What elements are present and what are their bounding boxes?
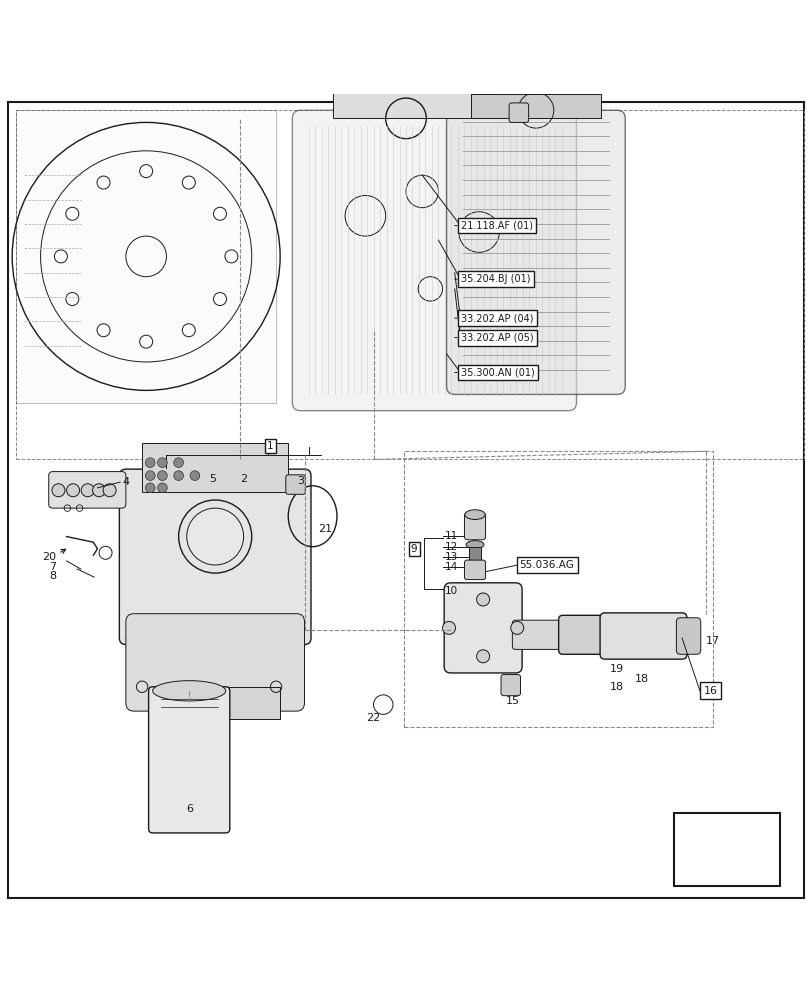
Text: 6: 6 (187, 804, 193, 814)
Text: 14: 14 (444, 562, 457, 572)
FancyBboxPatch shape (150, 687, 280, 719)
Text: 9: 9 (410, 544, 417, 554)
Text: 1: 1 (267, 441, 273, 451)
Text: 2: 2 (240, 474, 247, 484)
FancyBboxPatch shape (676, 618, 700, 654)
Text: 12: 12 (444, 542, 457, 552)
Text: 35.300.AN (01): 35.300.AN (01) (461, 368, 534, 378)
FancyBboxPatch shape (508, 103, 528, 122)
Text: 8: 8 (49, 571, 56, 581)
Text: 20: 20 (41, 552, 56, 562)
Ellipse shape (464, 510, 484, 519)
Circle shape (174, 471, 183, 481)
FancyBboxPatch shape (599, 613, 686, 659)
Circle shape (67, 484, 79, 497)
Text: 33.202.AP (04): 33.202.AP (04) (461, 313, 533, 323)
FancyBboxPatch shape (500, 675, 520, 696)
Text: 11: 11 (444, 531, 457, 541)
FancyBboxPatch shape (285, 475, 305, 494)
Text: 21.118.AF (01): 21.118.AF (01) (461, 221, 533, 231)
Text: 10: 10 (444, 586, 457, 596)
Circle shape (145, 458, 155, 468)
Ellipse shape (152, 681, 225, 701)
Ellipse shape (466, 541, 483, 549)
FancyBboxPatch shape (49, 472, 126, 508)
Text: 19: 19 (609, 664, 624, 674)
Text: 18: 18 (609, 682, 624, 692)
Circle shape (190, 471, 200, 481)
Text: 13: 13 (444, 552, 457, 562)
Circle shape (157, 458, 167, 468)
Text: 35.204.BJ (01): 35.204.BJ (01) (461, 274, 530, 284)
Text: 3: 3 (297, 476, 303, 486)
Text: 22: 22 (366, 713, 380, 723)
FancyBboxPatch shape (558, 615, 611, 654)
Circle shape (442, 621, 455, 634)
FancyBboxPatch shape (446, 110, 624, 394)
Circle shape (145, 471, 155, 481)
Text: 33.202.AP (05): 33.202.AP (05) (461, 333, 533, 343)
FancyBboxPatch shape (470, 94, 600, 118)
Text: 55.036.AG: 55.036.AG (519, 560, 574, 570)
FancyBboxPatch shape (126, 614, 304, 711)
Circle shape (187, 508, 243, 565)
Text: 7: 7 (49, 562, 56, 572)
Circle shape (52, 484, 65, 497)
Circle shape (157, 471, 167, 481)
FancyBboxPatch shape (292, 110, 576, 411)
Circle shape (145, 483, 155, 493)
FancyBboxPatch shape (444, 583, 521, 673)
Text: 17: 17 (705, 636, 719, 646)
Text: 5: 5 (209, 474, 216, 484)
Text: 4: 4 (122, 477, 129, 487)
FancyBboxPatch shape (16, 110, 276, 403)
Text: 21: 21 (317, 524, 332, 534)
Text: 18: 18 (633, 674, 648, 684)
Text: 15: 15 (505, 696, 520, 706)
FancyBboxPatch shape (512, 620, 567, 649)
FancyBboxPatch shape (333, 86, 495, 118)
Circle shape (92, 484, 105, 497)
FancyBboxPatch shape (673, 813, 779, 886)
Circle shape (476, 650, 489, 663)
Circle shape (174, 458, 183, 468)
Circle shape (157, 483, 167, 493)
FancyBboxPatch shape (469, 547, 480, 560)
Text: 16: 16 (702, 686, 717, 696)
Circle shape (476, 593, 489, 606)
FancyBboxPatch shape (142, 443, 288, 492)
Circle shape (81, 484, 94, 497)
Circle shape (510, 621, 523, 634)
FancyBboxPatch shape (119, 469, 311, 645)
FancyBboxPatch shape (8, 102, 803, 898)
FancyBboxPatch shape (148, 687, 230, 833)
Circle shape (103, 484, 116, 497)
FancyBboxPatch shape (464, 560, 485, 580)
FancyBboxPatch shape (464, 513, 485, 540)
